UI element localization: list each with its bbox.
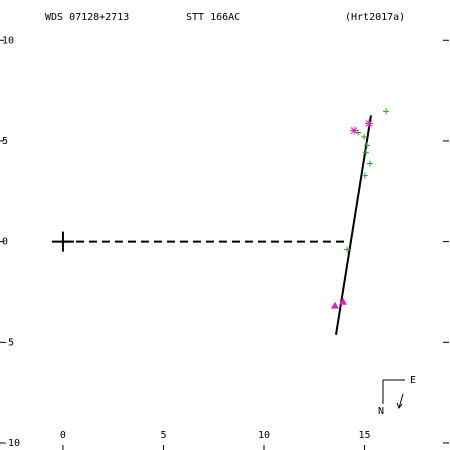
x-tick-label: 5	[160, 430, 166, 441]
obs-asterisk	[364, 119, 373, 128]
header-ref: (Hrt2017a)	[345, 12, 405, 23]
compass-arrow	[398, 393, 404, 409]
obs-plus	[366, 160, 373, 167]
y-tick-label: 5	[2, 136, 8, 147]
y-tick-label: 0	[2, 237, 8, 248]
compass-north: N	[378, 406, 384, 417]
obs-triangle	[339, 297, 348, 305]
obs-plus	[361, 133, 368, 140]
obs-plus	[361, 172, 368, 179]
obs-plus	[362, 149, 369, 156]
y-tick-label: 10	[2, 35, 14, 46]
obs-asterisk	[350, 126, 359, 135]
x-tick-label: 0	[60, 430, 66, 441]
compass-east: E	[410, 375, 416, 386]
header-wds: WDS 07128+2713	[45, 12, 129, 23]
obs-triangle	[330, 301, 339, 309]
compass	[382, 379, 405, 410]
y-tick-label: -10	[2, 438, 20, 449]
obs-plus	[383, 108, 390, 115]
obs-plus	[363, 142, 370, 149]
compass-arrow-head	[396, 402, 403, 410]
y-tick-label: -5	[2, 337, 14, 348]
primary-star	[51, 231, 74, 252]
x-tick-label: 15	[359, 430, 371, 441]
x-tick-label: 10	[258, 430, 270, 441]
header-name: STT 166AC	[186, 12, 240, 23]
obs-plus	[344, 246, 351, 253]
